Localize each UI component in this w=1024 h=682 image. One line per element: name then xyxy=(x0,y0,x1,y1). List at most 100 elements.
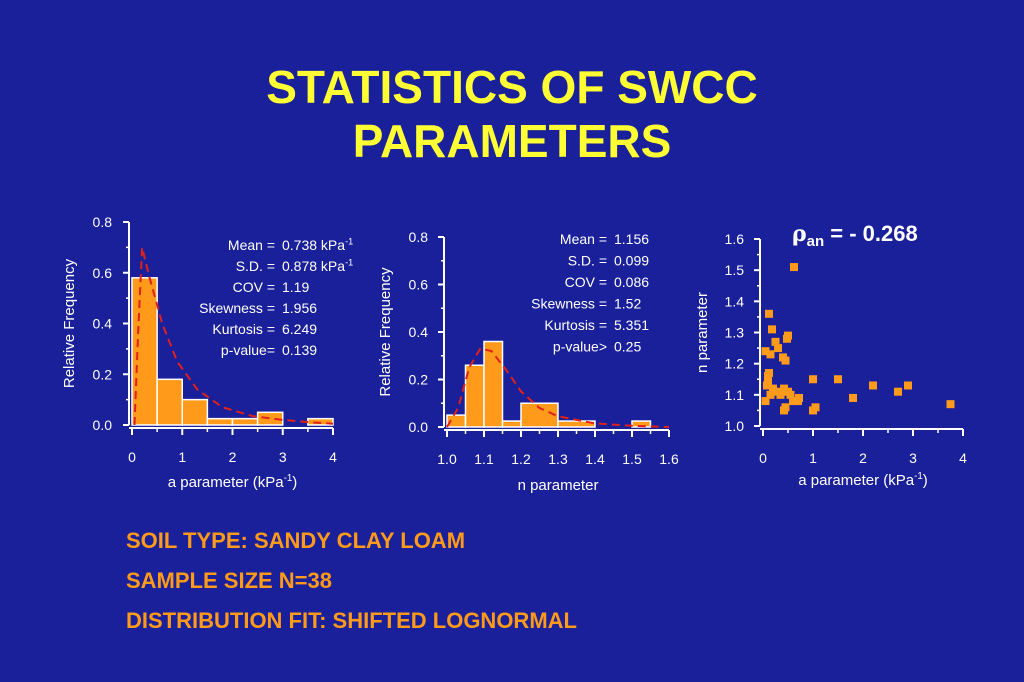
y-tick-label: 1.0 xyxy=(725,418,745,434)
stat-value: 0.086 xyxy=(614,274,649,290)
stat-value: 6.249 xyxy=(282,321,317,337)
y-tick-label: 0.8 xyxy=(409,229,429,245)
stat-label: Skewness = xyxy=(531,296,607,312)
scatter-point xyxy=(763,381,771,390)
stat-label: Mean = xyxy=(228,237,275,253)
histogram-bar xyxy=(256,411,284,426)
scatter-point xyxy=(786,390,795,399)
slide-title: STATISTICS OF SWCC PARAMETERS xyxy=(0,60,1024,168)
scatter-point xyxy=(774,344,782,353)
histogram-bar xyxy=(557,420,596,428)
x-tick-label: 1.0 xyxy=(437,451,457,467)
scatter-point xyxy=(834,375,842,384)
distribution-fit-text: DISTRIBUTION FIT: SHIFTED LOGNORMAL xyxy=(126,608,577,633)
y-tick-label: 0.4 xyxy=(409,324,429,340)
stat-label: COV = xyxy=(233,279,275,295)
y-tick-label: 1.5 xyxy=(725,262,745,278)
histogram-bar xyxy=(206,417,234,426)
stat-value: 1.956 xyxy=(282,300,317,316)
stat-value: 0.738 kPa-1 xyxy=(282,236,353,253)
stat-label: Mean = xyxy=(560,231,607,247)
sample-size-text: SAMPLE SIZE N=38 xyxy=(126,568,333,593)
stat-label: Kurtosis = xyxy=(212,321,275,337)
x-tick-label: 2 xyxy=(859,450,867,466)
stat-value: 1.19 xyxy=(282,279,309,295)
stat-label: p-value> xyxy=(553,339,607,355)
scatter-point xyxy=(894,387,902,396)
scatter-point xyxy=(766,350,775,359)
histogram-bar xyxy=(483,340,504,428)
scatter-point xyxy=(771,337,780,346)
y-tick-label: 0.2 xyxy=(93,366,113,382)
x-tick-label: 1.3 xyxy=(548,451,568,467)
histogram-bar xyxy=(156,378,183,426)
stat-label: Skewness = xyxy=(199,300,275,316)
scatter-point xyxy=(783,334,791,343)
stat-value: 0.25 xyxy=(614,339,641,355)
soil-type-text: SOIL TYPE: SANDY CLAY LOAM xyxy=(126,528,466,553)
scatter-point xyxy=(769,384,777,393)
scatter-point xyxy=(766,390,775,399)
x-tick-label: 1.2 xyxy=(511,451,531,467)
y-tick-label: 1.2 xyxy=(725,356,745,372)
y-tick-label: 0.6 xyxy=(409,277,429,293)
y-tick-label: 0.0 xyxy=(93,417,113,433)
x-axis-label: a parameter (kPa-1) xyxy=(168,473,298,491)
histogram-bar xyxy=(131,277,158,426)
scatter-point xyxy=(781,356,790,365)
scatter-point xyxy=(790,263,798,272)
stat-label: S.D. = xyxy=(236,258,275,274)
x-tick-label: 1.4 xyxy=(585,451,605,467)
histogram-bar xyxy=(520,402,559,428)
stat-value: 0.099 xyxy=(614,253,649,269)
x-tick-label: 0 xyxy=(759,450,767,466)
scatter-point xyxy=(809,406,817,415)
x-tick-label: 1.1 xyxy=(474,451,494,467)
x-axis-label: a parameter (kPa-1) xyxy=(798,471,928,489)
lognormal-fit-curve xyxy=(446,347,670,428)
correlation-annotation: ρan = - 0.268 xyxy=(792,221,918,250)
x-tick-label: 1 xyxy=(809,450,817,466)
stat-value: 1.52 xyxy=(614,296,641,312)
scatter-point xyxy=(794,397,802,406)
stat-value: 0.878 kPa-1 xyxy=(282,257,353,274)
title-line-1: STATISTICS OF SWCC xyxy=(266,61,758,113)
x-tick-label: 3 xyxy=(909,450,917,466)
scatter-point xyxy=(764,372,772,381)
stat-label: p-value= xyxy=(221,342,275,358)
scatter-point xyxy=(946,400,955,409)
scatter-point xyxy=(904,381,912,390)
y-tick-label: 0.6 xyxy=(93,265,113,281)
scatter-point xyxy=(780,406,788,415)
histogram-bar xyxy=(181,398,209,426)
stat-value: 5.351 xyxy=(614,317,649,333)
x-tick-label: 1.5 xyxy=(622,451,642,467)
x-axis-label: n parameter xyxy=(518,477,599,494)
x-tick-label: 1.6 xyxy=(659,451,679,467)
scatter-point xyxy=(776,390,785,399)
x-tick-label: 1 xyxy=(178,449,186,465)
stat-label: COV = xyxy=(565,274,607,290)
y-tick-label: 1.4 xyxy=(725,293,745,309)
y-tick-label: 0.8 xyxy=(93,214,113,230)
y-tick-label: 0.4 xyxy=(93,316,113,332)
histogram-bar xyxy=(231,417,259,426)
y-tick-label: 0.0 xyxy=(409,419,429,435)
x-tick-label: 3 xyxy=(279,449,287,465)
scatter-point xyxy=(768,325,776,334)
scatter-point xyxy=(809,375,817,384)
histogram-bar xyxy=(501,420,522,428)
y-axis-label: n parameter xyxy=(694,292,711,373)
scatter-point xyxy=(761,397,770,406)
x-tick-label: 4 xyxy=(959,450,967,466)
stat-label: S.D. = xyxy=(568,253,607,269)
scatter-point xyxy=(789,397,797,406)
stat-value: 0.139 xyxy=(282,342,317,358)
y-axis-label: Relative Frequency xyxy=(61,258,78,388)
y-tick-label: 0.2 xyxy=(409,372,429,388)
scatter-point xyxy=(849,393,857,402)
scatter-point xyxy=(765,309,773,318)
y-tick-label: 1.6 xyxy=(725,231,745,247)
stat-label: Kurtosis = xyxy=(544,317,607,333)
